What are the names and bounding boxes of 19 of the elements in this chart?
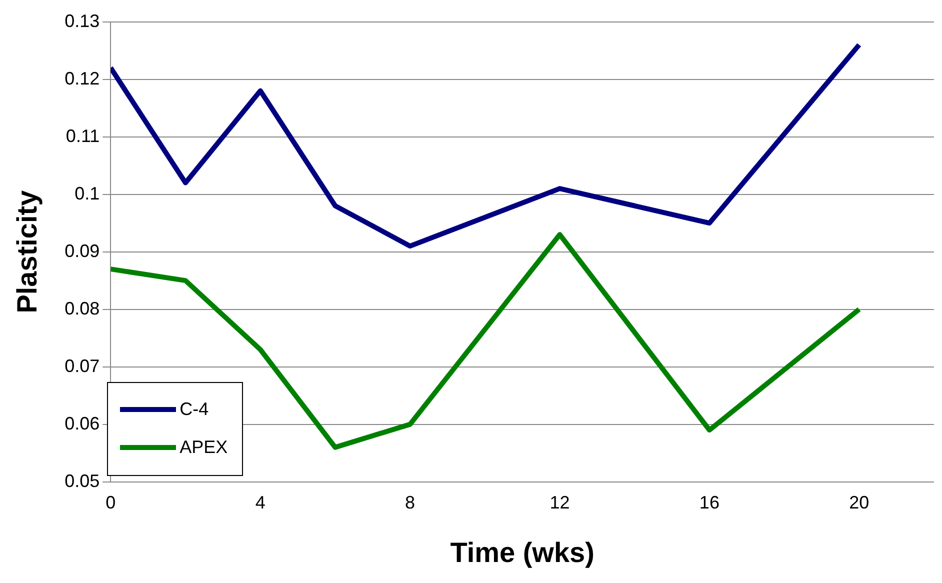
legend-label: APEX <box>180 437 228 458</box>
y-tick-label: 0.1 <box>74 183 100 204</box>
x-tick-label: 20 <box>849 492 870 513</box>
y-tick-label: 0.06 <box>64 413 100 434</box>
x-tick-label: 8 <box>405 492 416 513</box>
x-tick-label: 0 <box>106 492 116 513</box>
x-axis-title: Time (wks) <box>450 536 594 568</box>
y-tick-label: 0.09 <box>64 240 100 261</box>
y-tick-label: 0.05 <box>64 470 100 491</box>
y-tick-label: 0.08 <box>64 298 100 318</box>
y-tick-label: 0.07 <box>64 356 100 376</box>
legend-label: C-4 <box>180 399 209 420</box>
x-tick-label: 16 <box>699 492 720 513</box>
y-tick-label: 0.11 <box>66 126 100 146</box>
y-axis-title: Plasticity <box>12 190 43 314</box>
y-tick-label: 0.13 <box>64 10 100 31</box>
x-tick-label: 4 <box>255 492 266 513</box>
x-tick-label: 12 <box>550 492 570 513</box>
y-tick-label: 0.12 <box>64 68 100 88</box>
